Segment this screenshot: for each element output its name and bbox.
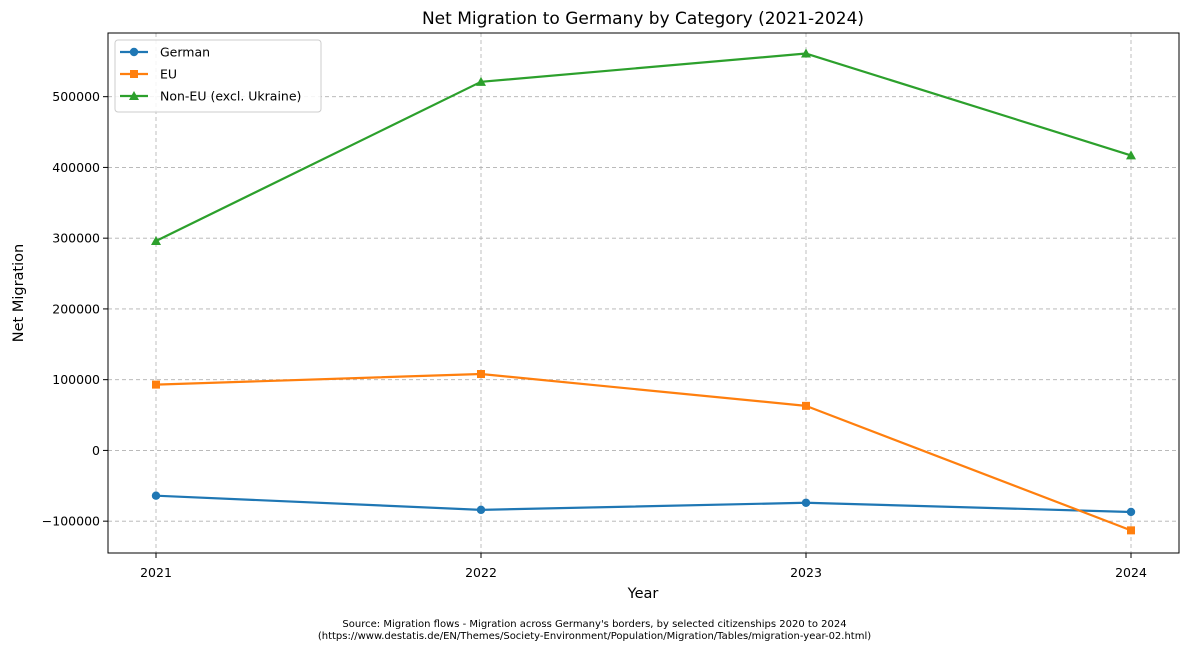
x-tick-label: 2024 [1115, 565, 1147, 580]
data-point [1127, 526, 1135, 535]
legend-item: Non-EU (excl. Ukraine) [120, 89, 301, 104]
data-point [152, 380, 160, 389]
x-tick-label: 2021 [140, 565, 172, 580]
y-tick-label: 400000 [52, 160, 100, 175]
grid [108, 33, 1179, 553]
legend-marker [129, 47, 139, 57]
series-layer [151, 48, 1136, 535]
y-tick-label: 200000 [52, 301, 100, 316]
legend-item: German [120, 45, 210, 60]
data-point [801, 498, 811, 507]
series-eu [152, 370, 1135, 535]
legend-label: Non-EU (excl. Ukraine) [160, 89, 301, 104]
source-line-1: Source: Migration flows - Migration acro… [342, 619, 847, 630]
data-point [151, 491, 161, 500]
legend-box [114, 39, 322, 113]
plot-frame [107, 32, 1180, 554]
series-german [151, 491, 1136, 517]
series-line [155, 52, 1132, 242]
data-point [1126, 507, 1136, 517]
data-point [802, 401, 810, 410]
data-point [801, 48, 811, 58]
legend: German EU Non-EU (excl. Ukraine) [114, 39, 322, 113]
legend-marker [130, 70, 138, 78]
y-tick-label: 100000 [52, 372, 100, 387]
x-axis: 2021 2022 2023 2024 [140, 553, 1147, 580]
x-tick-label: 2023 [790, 565, 822, 580]
data-point [477, 370, 485, 379]
data-point [476, 505, 486, 515]
y-axis: −100000 0 100000 200000 300000 400000 500000 [42, 89, 108, 529]
x-tick-label: 2022 [465, 565, 497, 580]
data-point [476, 76, 486, 86]
source-note: Source: Migration flows - Migration acro… [0, 619, 1189, 643]
x-axis-label: Year [627, 586, 659, 602]
data-point [151, 236, 161, 245]
series-line [155, 494, 1132, 514]
legend-marker [129, 91, 139, 100]
series-non-eu-excl-ukraine [151, 48, 1136, 245]
chart-title: Net Migration to Germany by Category (20… [422, 9, 864, 29]
data-point [1126, 150, 1136, 160]
legend-label: German [160, 45, 210, 60]
y-axis-label: Net Migration [11, 244, 27, 342]
y-tick-label: 500000 [52, 89, 100, 104]
y-tick-label: 0 [92, 443, 100, 458]
legend-label: EU [160, 67, 177, 82]
y-tick-label: 300000 [52, 231, 100, 246]
line-chart: Net Migration to Germany by Category (20… [11, 9, 1180, 602]
series-line [155, 372, 1132, 532]
source-line-2: (https://www.destatis.de/EN/Themes/Socie… [317, 631, 872, 642]
y-tick-label: −100000 [42, 514, 100, 529]
legend-item: EU [120, 67, 177, 82]
